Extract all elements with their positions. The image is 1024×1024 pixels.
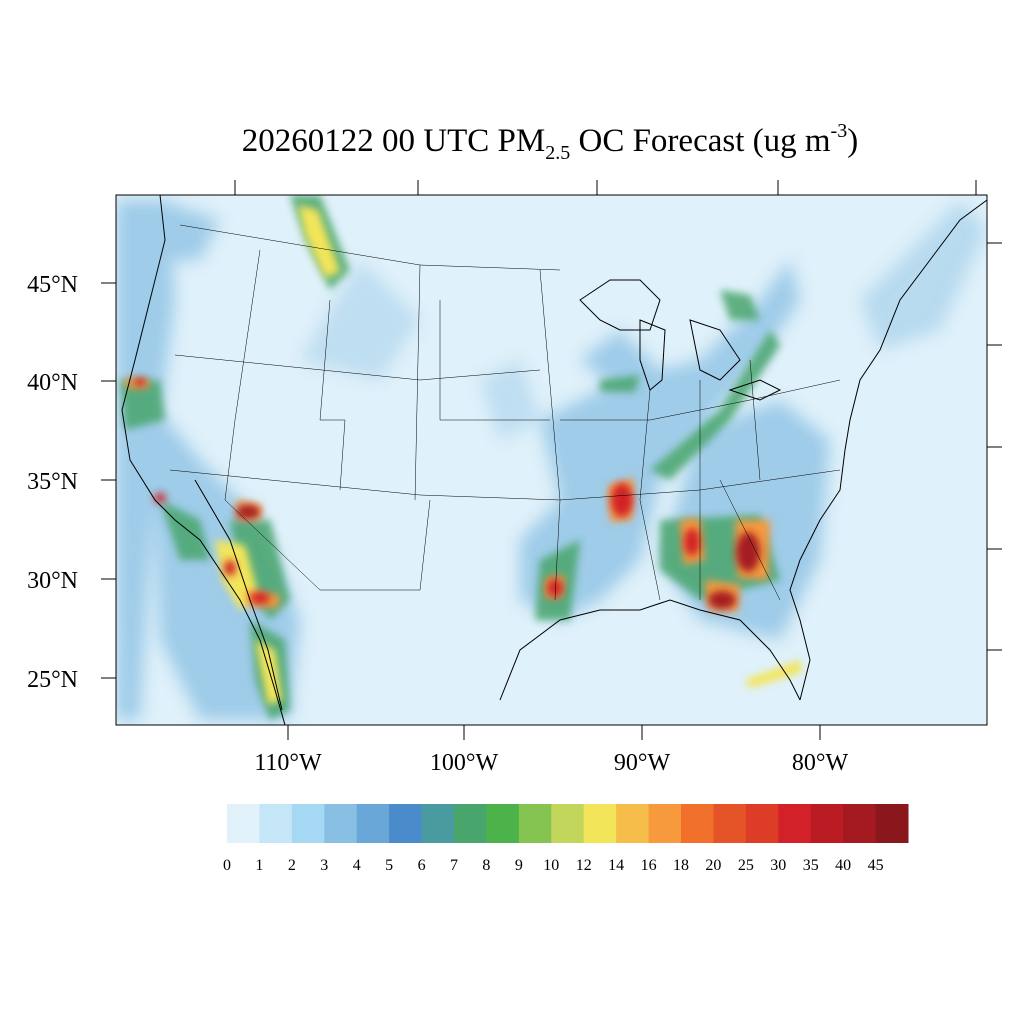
colorbar-label: 30 <box>770 857 786 874</box>
colorbar-box <box>583 804 617 843</box>
colorbar-box <box>454 804 487 843</box>
colorbar-label: 10 <box>543 857 559 874</box>
colorbar: 0 1 2 3 4 5 6 7 8 9 10 12 14 16 18 20 25 30 35 40 45 <box>223 804 909 874</box>
colorbar-label: 7 <box>450 857 458 874</box>
colorbar-label: 14 <box>608 857 624 874</box>
colorbar-box <box>421 804 455 843</box>
colorbar-box <box>389 804 423 843</box>
colorbar-box <box>810 804 844 843</box>
colorbar-box <box>616 804 650 843</box>
colorbar-box <box>875 804 909 843</box>
colorbar-label: 5 <box>385 857 393 874</box>
colorbar-label: 16 <box>641 857 657 874</box>
lat-label-45: 45°N <box>27 272 78 298</box>
colorbar-box <box>291 804 325 843</box>
colorbar-label: 12 <box>576 857 592 874</box>
colorbar-box <box>551 804 585 843</box>
colorbar-label: 2 <box>288 857 296 874</box>
colorbar-label: 0 <box>223 857 231 874</box>
lon-label-110: 110°W <box>254 750 322 776</box>
map-frame <box>115 194 988 726</box>
colorbar-label: 18 <box>673 857 689 874</box>
colorbar-label: 4 <box>353 857 361 874</box>
colorbar-box <box>745 804 779 843</box>
latitude-labels: 45°N 40°N 35°N 30°N 25°N <box>27 272 78 693</box>
colorbar-label: 9 <box>515 857 523 874</box>
colorbar-box <box>486 804 520 843</box>
colorbar-label: 45 <box>868 857 884 874</box>
colorbar-label: 20 <box>705 857 721 874</box>
colorbar-box <box>324 804 358 843</box>
coastlines <box>121 195 987 725</box>
colorbar-label: 8 <box>482 857 490 874</box>
colorbar-label: 1 <box>255 857 263 874</box>
colorbar-label: 35 <box>803 857 819 874</box>
lat-label-35: 35°N <box>27 469 78 495</box>
colorbar-box <box>681 804 714 843</box>
lon-label-100: 100°W <box>430 750 499 776</box>
colorbar-box <box>648 804 682 843</box>
lat-label-25: 25°N <box>27 667 78 693</box>
tick-marks <box>101 180 1002 740</box>
colorbar-box <box>518 804 552 843</box>
colorbar-box <box>778 804 812 843</box>
colorbar-label: 40 <box>835 857 851 874</box>
lat-label-40: 40°N <box>27 370 78 396</box>
colorbar-box <box>356 804 390 843</box>
colorbar-box <box>713 804 747 843</box>
colorbar-label: 3 <box>320 857 328 874</box>
colorbar-label: 6 <box>418 857 426 874</box>
colorbar-box <box>843 804 877 843</box>
state-borders <box>169 224 841 601</box>
colorbar-label: 25 <box>738 857 754 874</box>
lon-label-80: 80°W <box>792 750 849 776</box>
colorbar-box <box>227 804 260 843</box>
colorbar-box <box>259 804 293 843</box>
map-title: 20260122 00 UTC PM2.5 OC Forecast (ug m-… <box>241 120 859 164</box>
longitude-labels: 110°W 100°W 90°W 80°W <box>254 750 848 776</box>
concentration-field <box>116 195 987 720</box>
lat-label-30: 30°N <box>27 568 78 594</box>
lon-label-90: 90°W <box>614 750 671 776</box>
